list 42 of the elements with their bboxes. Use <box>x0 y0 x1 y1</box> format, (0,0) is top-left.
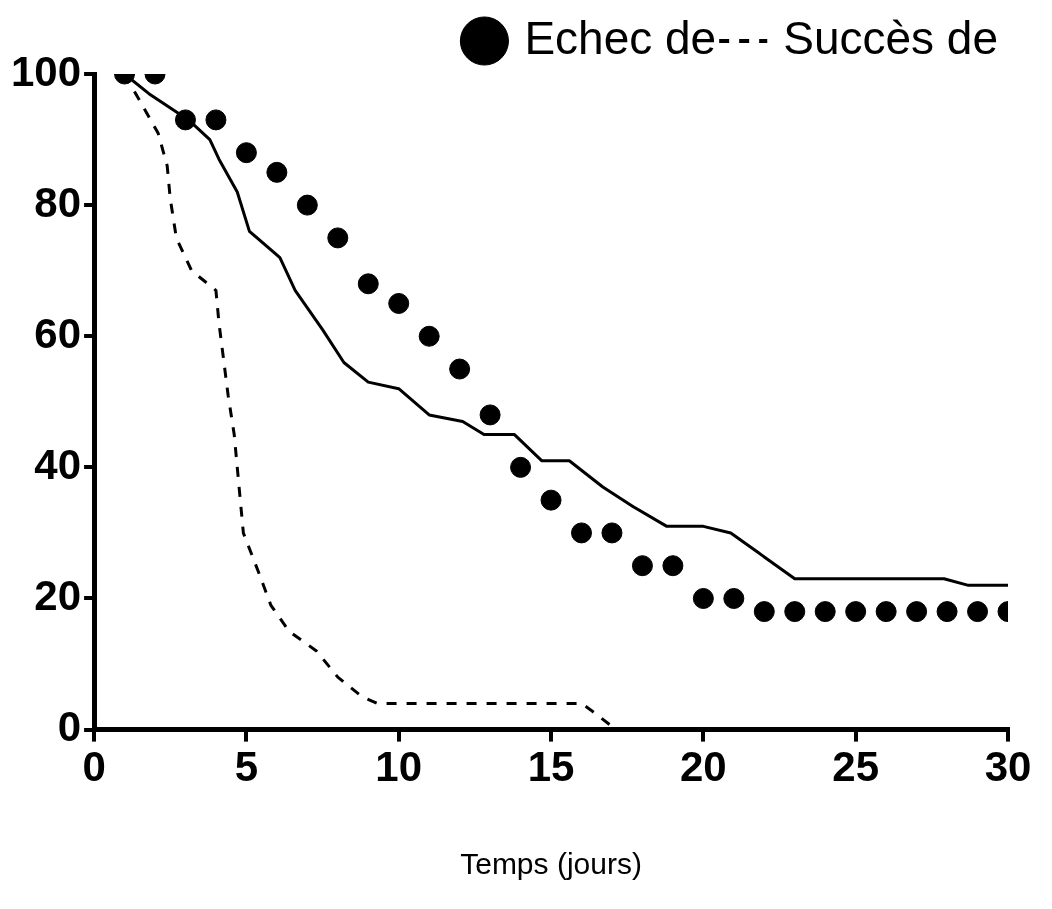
point <box>479 404 501 426</box>
x-axis-title: Temps (jours) <box>460 847 642 881</box>
point <box>967 601 989 623</box>
legend-label: Succès de <box>783 11 998 64</box>
x-tick-label: 5 <box>234 743 259 791</box>
point <box>875 601 897 623</box>
point <box>418 325 440 347</box>
point <box>906 601 928 623</box>
point <box>753 601 775 623</box>
point <box>540 489 562 511</box>
point <box>723 587 745 609</box>
point <box>357 273 379 295</box>
y-tick-label: 40 <box>34 440 82 488</box>
point <box>601 522 623 544</box>
y-tick-label: 20 <box>34 572 82 620</box>
point <box>631 555 653 577</box>
point <box>784 601 806 623</box>
x-tick-label: 10 <box>375 743 423 791</box>
point <box>296 194 318 216</box>
y-tick-label: 60 <box>34 309 82 357</box>
legend-label: Echec de <box>524 11 717 64</box>
point <box>235 142 257 164</box>
x-tick-label: 20 <box>680 743 727 791</box>
point <box>205 109 227 131</box>
y-tick-label: 0 <box>57 703 82 751</box>
x-tick-label: 25 <box>832 743 880 791</box>
point <box>692 587 714 609</box>
point <box>327 227 349 249</box>
y-tick-label: 100 <box>11 47 82 95</box>
point <box>662 555 684 577</box>
point <box>845 601 867 623</box>
point <box>936 601 958 623</box>
y-tick-label: 80 <box>34 178 82 226</box>
point <box>449 358 471 380</box>
x-tick-label: 15 <box>527 743 575 791</box>
point <box>510 456 532 478</box>
point <box>388 292 410 314</box>
point <box>266 161 288 183</box>
point <box>571 522 592 544</box>
point <box>174 109 196 131</box>
point <box>814 601 836 623</box>
x-tick-label: 30 <box>984 743 1032 791</box>
